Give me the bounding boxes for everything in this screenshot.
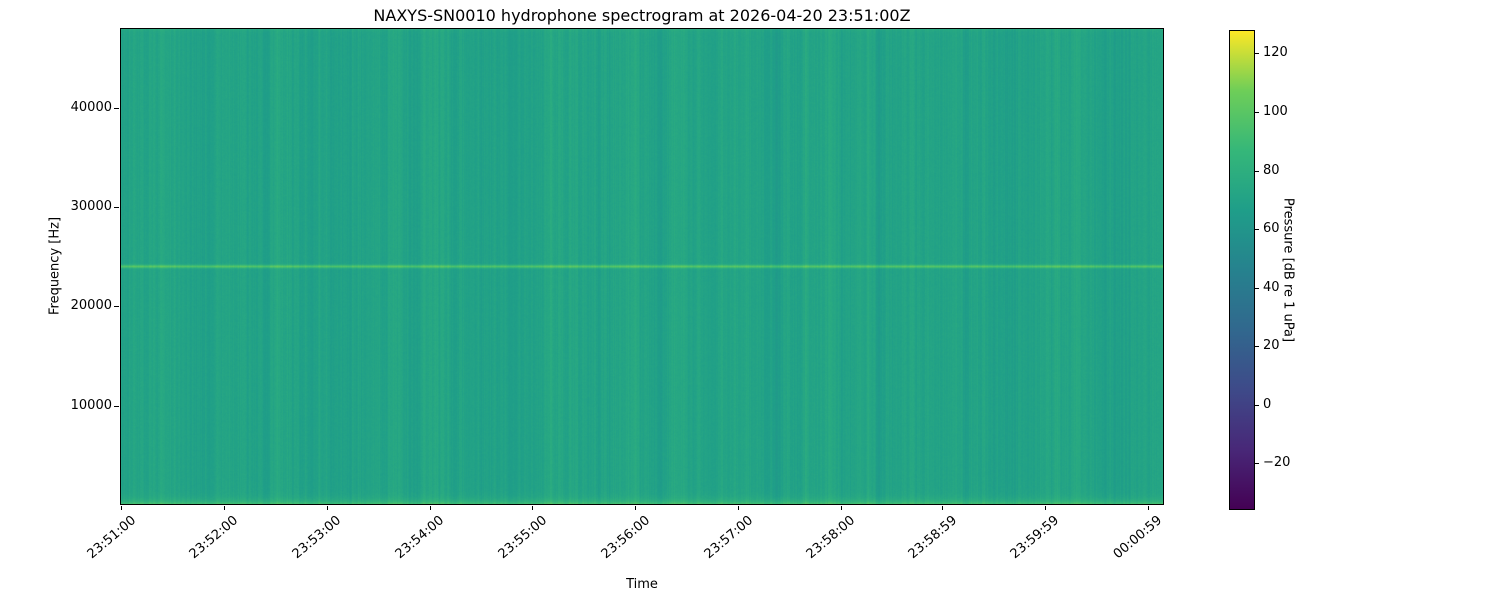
colorbar-tick-mark [1255, 346, 1259, 348]
colorbar-tick-mark [1255, 287, 1259, 289]
plot-area [120, 28, 1164, 505]
colorbar-tick-mark [1255, 463, 1259, 465]
colorbar-tick-label: 60 [1263, 221, 1280, 236]
colorbar-tick-mark [1255, 112, 1259, 113]
colorbar [1229, 30, 1255, 510]
y-tick-label: 10000 [70, 397, 112, 413]
x-tick-mark [326, 506, 328, 510]
x-tick-label: 23:55:00 [495, 513, 550, 563]
spectrogram-image [121, 29, 1163, 504]
colorbar-tick-mark [1255, 404, 1259, 406]
y-tick-label: 20000 [70, 298, 112, 314]
x-tick-mark [840, 506, 842, 510]
x-tick-mark [429, 506, 431, 510]
x-tick-label: 23:52:00 [187, 513, 242, 563]
colorbar-tick-label: 100 [1263, 104, 1288, 119]
x-tick-mark [121, 506, 122, 510]
y-tick-mark [114, 107, 119, 109]
y-tick-mark [114, 405, 119, 407]
colorbar-tick-mark [1255, 170, 1259, 172]
colorbar-tick-label: 0 [1263, 396, 1272, 412]
x-tick-mark [941, 506, 943, 510]
x-tick-mark [223, 506, 225, 510]
y-tick-mark [114, 206, 119, 208]
x-tick-mark [532, 506, 534, 510]
colorbar-gradient [1230, 31, 1254, 509]
x-tick-label: 23:53:00 [289, 513, 345, 563]
colorbar-tick-label: 40 [1263, 279, 1280, 295]
x-tick-label: 23:54:00 [392, 513, 448, 563]
x-tick-label: 23:57:00 [701, 513, 756, 563]
y-tick-mark [114, 306, 119, 308]
x-tick-mark [635, 506, 637, 510]
x-tick-label: 23:59:59 [1007, 513, 1063, 563]
colorbar-tick-mark [1255, 229, 1259, 230]
colorbar-tick-mark [1255, 53, 1259, 55]
colorbar-label: Pressure [dB re 1 uPa] [1280, 197, 1296, 343]
colorbar-tick-label: 20 [1263, 338, 1280, 354]
x-axis-label: Time [626, 577, 658, 592]
y-tick-label: 30000 [70, 198, 112, 214]
x-tick-label: 23:56:00 [598, 513, 653, 563]
x-tick-mark [1147, 506, 1149, 510]
y-tick-label: 40000 [70, 99, 112, 115]
x-tick-mark [738, 506, 739, 510]
x-tick-label: 00:00:59 [1110, 513, 1166, 563]
x-tick-label: 23:58:00 [804, 513, 859, 563]
x-tick-label: 23:58:59 [905, 513, 960, 563]
x-tick-label: 23:51:00 [84, 513, 139, 563]
colorbar-tick-label: −20 [1263, 455, 1291, 471]
x-tick-mark [1044, 506, 1046, 510]
chart-title: NAXYS-SN0010 hydrophone spectrogram at 2… [373, 6, 911, 25]
colorbar-tick-label: 80 [1263, 162, 1280, 178]
colorbar-tick-label: 120 [1263, 45, 1288, 61]
